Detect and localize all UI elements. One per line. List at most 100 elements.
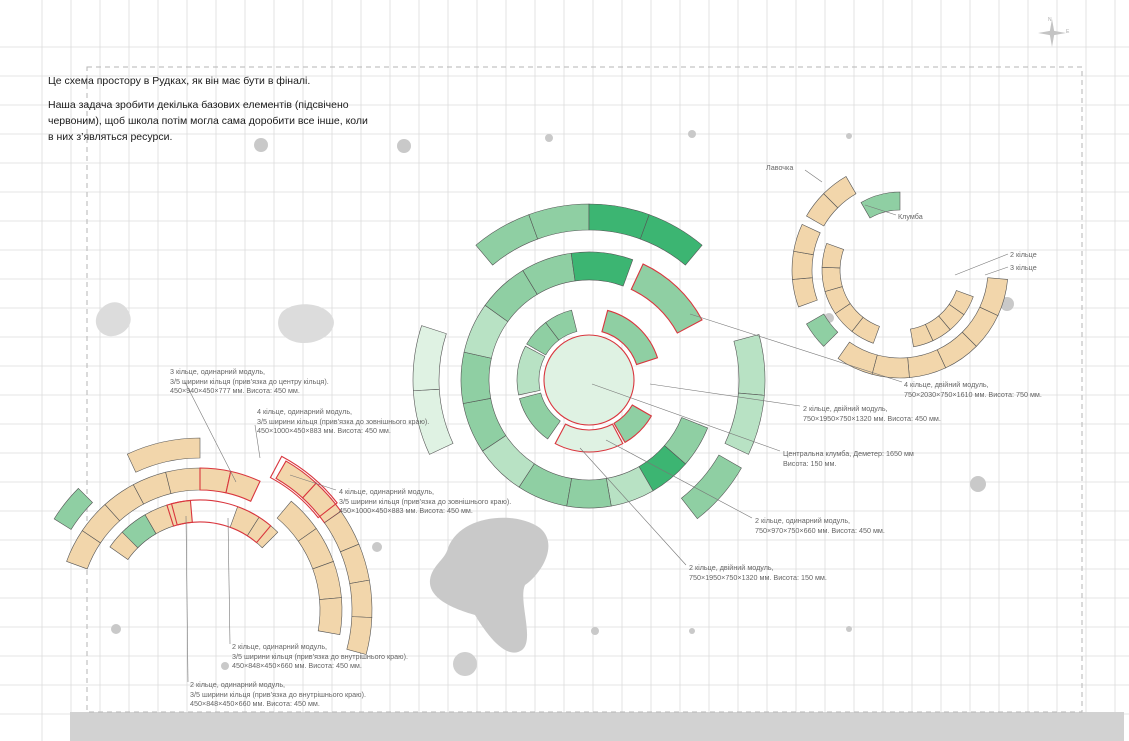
note-line: Висота: 150 мм. (783, 458, 837, 468)
label-ring3: 3 кільце (1010, 263, 1037, 272)
note-line: 450×848×450×660 мм. Висота: 450 мм. (232, 661, 362, 671)
tree (372, 542, 382, 552)
ring-modules (53, 176, 1008, 655)
ring4-single-module (346, 616, 373, 655)
note-ring4-double: 4 кільце, двійний модуль, 750×2030×750×1… (904, 380, 1042, 399)
trees (111, 130, 1014, 670)
tree (545, 134, 553, 142)
note-line: 2 кільце, двійний модуль, (689, 563, 774, 572)
leader-line (184, 381, 237, 483)
ring4-module (528, 203, 590, 240)
leader-line (185, 515, 189, 683)
ring2-module (519, 392, 561, 440)
ring2-module (910, 323, 934, 348)
central-flowerbed (543, 334, 635, 426)
tree (970, 476, 986, 492)
note-line: 450×848×450×660 мм. Висота: 450 мм. (190, 699, 320, 709)
ring2-module (516, 345, 546, 396)
note-line: 4 кільце, одинарний модуль, (257, 407, 353, 416)
note-line: 3/5 ширини кільця (прив’язка до центру к… (170, 376, 329, 386)
ring2-double-module (601, 309, 659, 366)
compass-east: E (1066, 29, 1070, 35)
leader-line (984, 266, 1009, 276)
ground-shapes (70, 302, 1124, 741)
ring4-single-module (349, 579, 373, 618)
note-line: 3 кільце, одинарний модуль, (170, 367, 266, 376)
ring3-module (793, 223, 821, 256)
ring3-module (871, 354, 910, 379)
note-line: 450×1000×450×883 мм. Висота: 450 мм. (339, 506, 473, 516)
ground-strip (70, 712, 1124, 741)
note-line: 2 кільце, одинарний модуль, (755, 516, 851, 525)
ring4-module (724, 392, 765, 455)
leader-line (605, 439, 753, 519)
note-line: 2 кільце, двійний модуль, (803, 404, 888, 413)
intro-text-line2: Наша задача зробити декілька базових еле… (48, 99, 368, 143)
ground-blob (95, 302, 131, 337)
ring2-module (821, 242, 845, 269)
ring3-module (570, 251, 634, 287)
ring3-single-module (199, 467, 232, 494)
ring4-module (475, 214, 539, 266)
ring3-module (165, 467, 201, 494)
note-line: 4 кільце, двійний модуль, (904, 380, 989, 389)
ring3-module (312, 561, 342, 600)
ring4-module (412, 325, 447, 392)
ring4-double-module (630, 263, 703, 334)
tree (846, 133, 852, 139)
ring3-single-module (225, 470, 261, 502)
note-ring4-single-a: 4 кільце, одинарний модуль, 3/5 ширини к… (257, 407, 429, 436)
ring4-module (680, 454, 742, 520)
tree (397, 139, 411, 153)
bench-module (823, 176, 857, 209)
ground-blob (453, 652, 477, 676)
note-line: 3/5 ширини кільця (прив’язка до внутрішн… (232, 651, 408, 661)
tree (689, 628, 695, 634)
note-line: 2 кільце, одинарний модуль, (232, 642, 328, 651)
leader-line (954, 253, 1009, 276)
tree (221, 662, 229, 670)
ring2-single-module (613, 404, 653, 444)
label-bench: Лавочка (766, 163, 794, 172)
ring4-module (733, 334, 766, 396)
note-central-bed: Центральна клумба, Деметер: 1650 мм Висо… (783, 449, 914, 468)
ring2-module (545, 309, 578, 341)
ring3-module (791, 250, 814, 280)
ring3-module (566, 478, 612, 509)
label-flowerbed: Клумба (898, 212, 923, 221)
ring4-module (126, 437, 201, 473)
note-line: 750×1950×750×1320 мм. Висота: 450 мм. (803, 413, 941, 423)
note-ring4-single-b: 4 кільце, одинарний модуль, 3/5 ширини к… (339, 487, 511, 516)
highlight-outline (269, 455, 338, 519)
note-line: 2 кільце, одинарний модуль, (190, 680, 286, 689)
note-line: 3/5 ширини кільця (прив’язка до внутрішн… (190, 689, 366, 699)
note-line: 450×1000×450×883 мм. Висота: 450 мм. (257, 426, 391, 436)
note-line: 750×970×750×660 мм. Висота: 450 мм. (755, 525, 885, 535)
note-line: 750×2030×750×1610 мм. Висота: 750 мм. (904, 389, 1042, 399)
note-line: 450×940×450×777 мм. Висота: 450 мм. (170, 386, 300, 396)
leader-lines (184, 169, 1009, 683)
label-ring2: 2 кільце (1010, 250, 1037, 259)
tree (111, 624, 121, 634)
ring2-module (121, 514, 157, 549)
note-ring2-double-a: 2 кільце, двійний модуль, 750×1950×750×1… (803, 404, 941, 423)
ground-blob (429, 517, 549, 653)
note-line: 3/5 ширини кільця (прив’язка до зовнішнь… (257, 416, 430, 426)
leader-line (689, 313, 903, 383)
note-ring2-inner-b: 2 кільце, одинарний модуль, 3/5 ширини к… (190, 680, 366, 709)
note-line: 750×1950×750×1320 мм. Висота: 150 мм. (689, 572, 827, 582)
leader-line (591, 383, 781, 452)
ring3-module (317, 597, 343, 636)
leader-line (649, 383, 801, 407)
note-ring3-single: 3 кільце, одинарний модуль, 3/5 ширини к… (170, 367, 329, 396)
leader-line (864, 204, 897, 216)
ring3-module (837, 341, 878, 375)
ring2-module (860, 191, 901, 219)
ring4-module (53, 487, 93, 530)
ring4-module (588, 203, 650, 240)
note-ring2-double-b: 2 кільце, двійний модуль, 750×1950×750×1… (689, 563, 827, 582)
intro-text-line1: Це схема простору в Рудках, як він має б… (48, 75, 311, 87)
note-line: 4 кільце, одинарний модуль, (339, 487, 435, 496)
